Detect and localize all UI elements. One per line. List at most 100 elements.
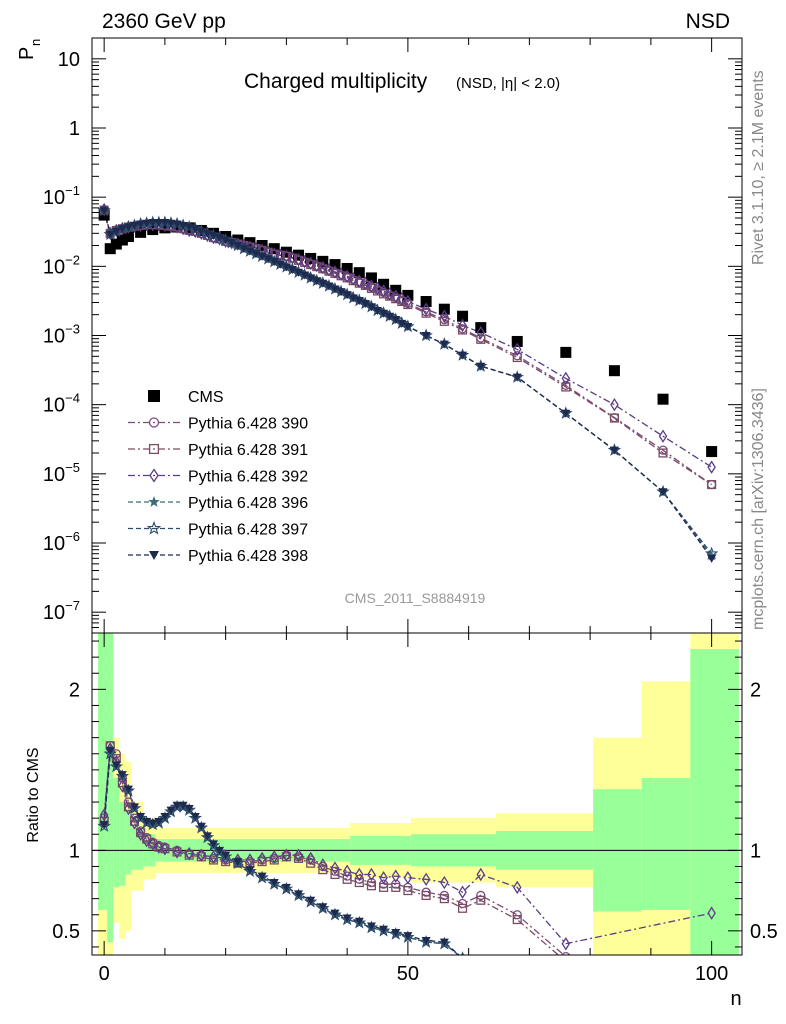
ratio-point-s2-31: [421, 872, 431, 887]
ratio-point-s5-28: [318, 903, 328, 912]
ratio-point-s5-12: [172, 801, 182, 810]
main-ytick-exp-3: −4: [65, 391, 80, 406]
main-point-s6-30: [281, 263, 291, 272]
main-point-s6-29: [275, 260, 285, 269]
ratio-point-s0-35: [512, 910, 522, 920]
ratio-point-s5-32: [366, 922, 376, 931]
ratio-point-s2-10: [160, 842, 170, 856]
ratio-point-s2-36: [561, 937, 571, 951]
main-point-s0-2: [110, 238, 122, 250]
main-point-s2-58: [658, 448, 668, 458]
ratio-point-s5-15: [190, 813, 200, 822]
main-point-s2-53: [458, 325, 468, 335]
ratio-point-s0-33: [457, 898, 468, 909]
legend-label-5: Pythia 6.428 397: [188, 522, 308, 539]
legend-label-3: Pythia 6.428 392: [188, 469, 308, 486]
main-point-s6-8: [148, 219, 158, 228]
main-point-s0-33: [560, 346, 572, 358]
ratio-ytick-label-right-0: 0.5: [750, 921, 778, 943]
band-green-1: [107, 633, 114, 943]
ratio-point-s5-34: [391, 928, 401, 937]
main-ytick-label-8: 10: [58, 49, 80, 71]
main-point-s6-55: [512, 373, 522, 382]
main-ytick-base-5: 10: [43, 256, 65, 278]
side-label-rivet: Rivet 3.1.10, ≥ 2.1M events: [750, 70, 767, 265]
ratio-point-s2-37: [707, 906, 716, 920]
main-point-s6-19: [215, 234, 225, 243]
legend-label-0: CMS: [188, 389, 224, 406]
main-point-s0-4: [122, 230, 134, 242]
main-point-s6-40: [342, 291, 352, 300]
main-point-s6-45: [373, 306, 383, 315]
ratio-point-s1-32: [439, 894, 449, 904]
ratio-point-s2-34: [476, 867, 486, 882]
ratio-point-s5-36: [421, 937, 431, 946]
ratio-point-s5-22: [245, 866, 255, 875]
legend-label-6: Pythia 6.428 398: [188, 548, 308, 565]
legend: CMS Pythia 6.428 390 Pythia 6.428 391 Pythi…: [128, 389, 308, 565]
ratio-point-s1-27: [366, 881, 376, 891]
band-green-0: [98, 633, 108, 910]
main-point-s0-21: [329, 259, 341, 271]
ratio-point-s5-4: [123, 785, 133, 794]
ratio-point-s2-9: [154, 840, 164, 854]
ratio-xtick-label-1: 50: [397, 963, 419, 985]
ratio-point-s5-26: [294, 890, 304, 899]
main-point-s6-0: [99, 207, 109, 216]
ratio-point-s5-27: [306, 896, 316, 905]
main-point-s2-51: [421, 308, 431, 318]
main-point-s3-37: [324, 263, 334, 277]
main-point-s0-29: [438, 303, 450, 315]
main-point-s0-23: [353, 267, 365, 279]
ratio-point-s2-6: [136, 827, 145, 841]
ratio-xtick-label-2: 100: [695, 963, 728, 985]
main-point-s6-27: [263, 255, 273, 264]
ratio-point-s1-35: [512, 915, 522, 925]
main-point-s3-38: [330, 265, 340, 279]
main-point-s6-54: [476, 362, 486, 371]
main-point-s3-36: [318, 260, 328, 275]
ratio-point-s2-23: [318, 858, 328, 872]
ratio-point-s2-35: [512, 880, 522, 895]
main-ytick-label-1: 10−6: [43, 529, 80, 555]
ratio-point-s5-31: [354, 917, 364, 926]
main-point-s3-32: [294, 252, 303, 267]
main-point-s6-1: [105, 230, 115, 239]
main-point-s3-55: [512, 342, 522, 357]
legend-marker-6: [149, 551, 159, 560]
main-ylabel-sub: n: [28, 39, 43, 46]
ratio-point-s5-13: [178, 801, 188, 810]
ratio-point-s2-5: [130, 816, 139, 830]
legend-marker-4: [148, 496, 160, 507]
main-point-s3-57: [610, 397, 619, 412]
main-point-s6-53: [458, 351, 468, 360]
main-point-s0-36: [706, 446, 718, 458]
legend-marker-2: [148, 443, 160, 455]
main-point-s6-52: [439, 340, 449, 349]
main-ytick-base-0: 10: [43, 602, 65, 624]
ratio-point-s2-12: [184, 846, 194, 861]
main-point-s6-21: [227, 239, 237, 248]
main-point-s2-46: [379, 289, 389, 299]
main-point-s6-41: [348, 294, 358, 303]
main-point-s6-59: [707, 554, 717, 563]
ratio-point-s1-33: [458, 903, 468, 913]
main-ytick-label-3: 10−4: [43, 391, 80, 417]
main-point-s0-3: [116, 234, 128, 246]
ratio-point-s5-8: [148, 819, 158, 828]
ratio-point-s5-37: [439, 938, 449, 947]
main-point-s3-54: [476, 325, 486, 340]
ratio-bands: [98, 633, 739, 955]
main-point-s0-28: [420, 296, 432, 308]
main-point-s6-5: [130, 221, 140, 230]
main-ytick-base-6: 10: [43, 187, 65, 209]
main-point-s6-36: [318, 279, 328, 288]
main-point-s3-58: [658, 429, 668, 443]
main-point-s3-35: [312, 258, 322, 273]
legend-marker-0: [148, 390, 160, 402]
ratio-point-s1-37: [611, 975, 619, 983]
ratio-point-s2-28: [379, 871, 388, 885]
main-point-s3-39: [336, 267, 346, 281]
